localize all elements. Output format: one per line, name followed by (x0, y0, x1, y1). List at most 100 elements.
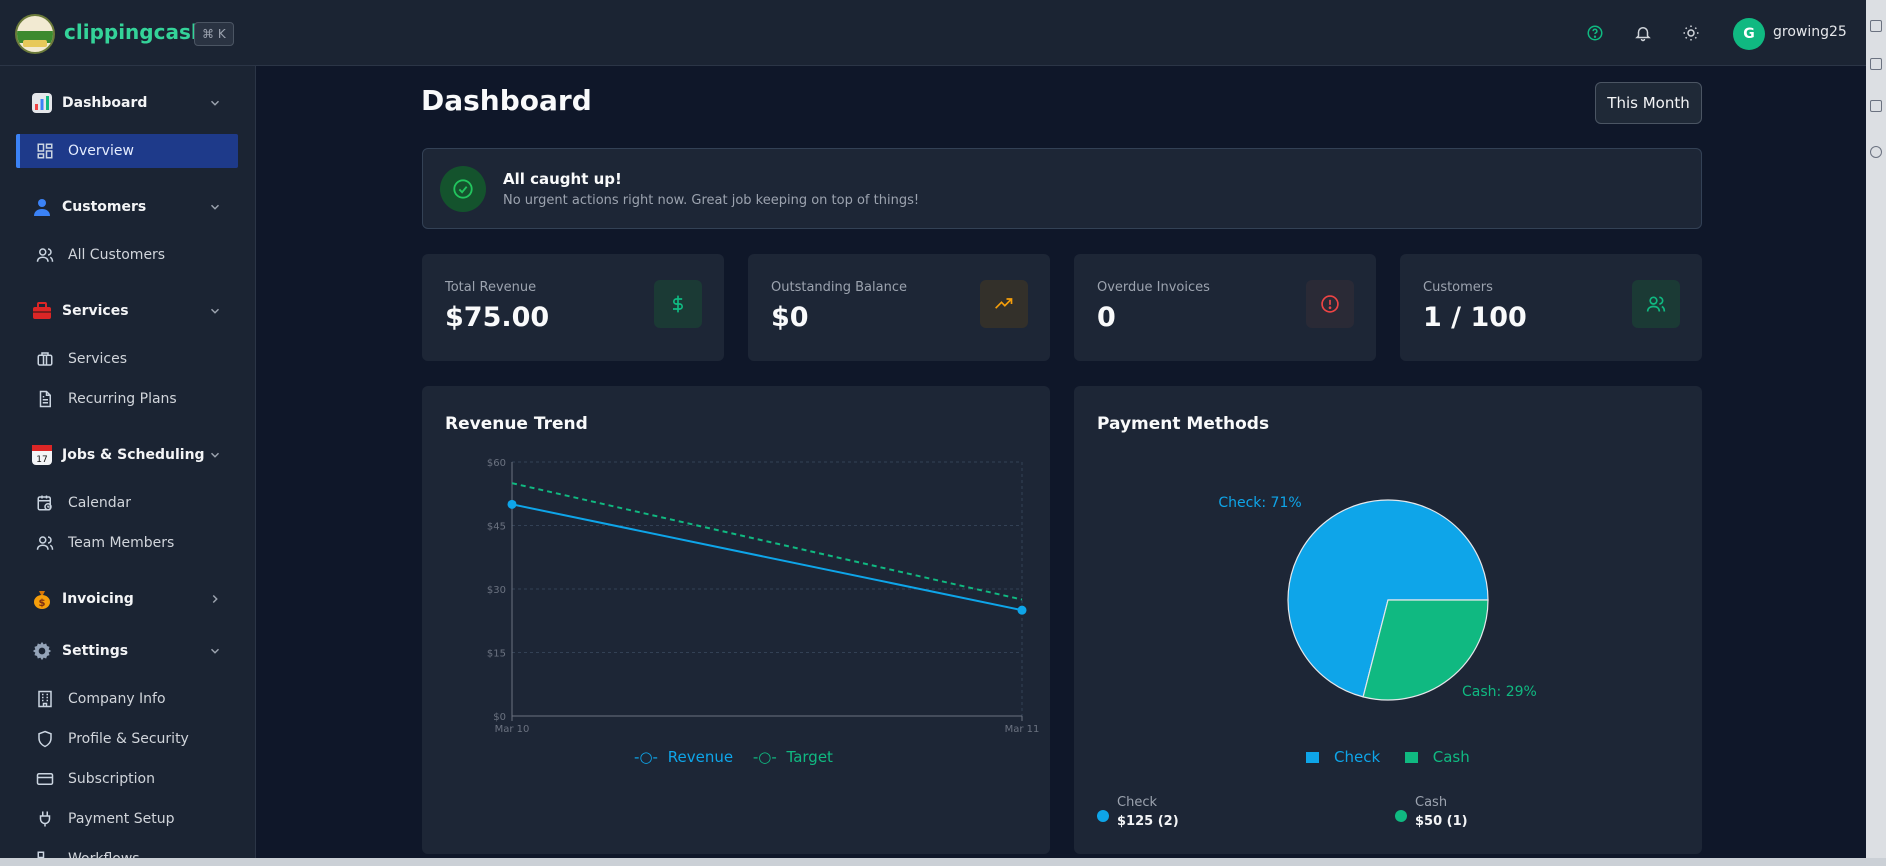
stat-label: Total Revenue (445, 280, 537, 295)
legend-item-target[interactable]: -○- Target (752, 748, 833, 766)
pie-label-cash: Cash: 29% (1462, 684, 1537, 700)
sidebar-item-label: All Customers (68, 247, 166, 263)
sidebar-item-all-customers[interactable]: All Customers (16, 238, 238, 272)
layout-grid-icon (37, 143, 53, 159)
plug-icon (39, 811, 51, 827)
pie-label-check: Check: 71% (1218, 495, 1301, 511)
bar-chart-emoji-icon (32, 93, 52, 113)
sidebar-item-label: Payment Setup (68, 811, 175, 827)
stat-card-outstanding-balance[interactable]: Outstanding Balance $0 (748, 254, 1050, 361)
file-text-icon (39, 390, 51, 408)
avatar[interactable]: G (1733, 18, 1765, 50)
sidebar-item-company-info[interactable]: Company Info (16, 682, 238, 716)
series-line-revenue (511, 503, 1023, 612)
stat-value: $0 (771, 302, 809, 333)
panel-icon[interactable] (1870, 20, 1882, 32)
sidebar-item-services[interactable]: Services (16, 342, 238, 376)
sidebar-section-label: Services (62, 303, 129, 319)
stat-label: Overdue Invoices (1097, 280, 1210, 295)
sidebar-item-overview[interactable]: Overview (16, 134, 238, 168)
sidebar-section-dashboard[interactable]: Dashboard (32, 92, 232, 116)
sidebar-item-label: Team Members (68, 535, 175, 551)
panel-icon[interactable] (1870, 58, 1882, 70)
panel-icon[interactable] (1870, 100, 1882, 112)
stat-card-overdue-invoices[interactable]: Overdue Invoices 0 (1074, 254, 1376, 361)
svg-text:$: $ (39, 598, 46, 609)
browser-edge-panel (1866, 0, 1886, 866)
sidebar-section-invoicing[interactable]: $ Invoicing (32, 588, 232, 612)
sidebar: Dashboard Overview Customers All Custome… (0, 66, 256, 866)
command-palette-shortcut[interactable]: ⌘ K (194, 22, 234, 46)
bell-icon[interactable] (1634, 24, 1652, 42)
sidebar-section-customers[interactable]: Customers (32, 196, 232, 220)
stat-card-total-revenue[interactable]: Total Revenue $75.00 (422, 254, 724, 361)
payment-pie-chart: Check: 71% Cash: 29% (1218, 495, 1537, 701)
series-line-target (511, 482, 1023, 601)
chart-legend: -○- Revenue -○- Target (422, 748, 1050, 766)
alert-circle-icon (1321, 295, 1339, 313)
calendar-emoji-icon: 17 (32, 445, 52, 465)
sun-icon[interactable] (1682, 24, 1700, 42)
legend-item-cash[interactable]: Cash (1400, 748, 1475, 766)
y-tick-label: $60 (487, 458, 506, 469)
money-bag-emoji-icon: $ (32, 589, 52, 609)
stat-value: 1 / 100 (1423, 302, 1527, 333)
brand-name[interactable]: clippingcash (64, 20, 206, 44)
brand-logo[interactable] (15, 14, 55, 54)
users-icon (1646, 296, 1666, 312)
stat-icon-badge (980, 280, 1028, 328)
shield-icon (38, 730, 52, 748)
pie-slice-check (1287, 499, 1489, 698)
person-emoji-icon (32, 197, 52, 217)
y-tick-label: $0 (493, 712, 506, 723)
sidebar-section-label: Settings (62, 643, 129, 659)
top-bar: clippingcash ⌘ K G growing25 (0, 0, 1886, 66)
sidebar-section-label: Invoicing (62, 591, 134, 607)
legend-item-revenue[interactable]: -○- Revenue (634, 748, 734, 766)
panel-title: Revenue Trend (445, 414, 588, 434)
credit-card-icon (36, 773, 54, 785)
taskbar-strip (0, 858, 1886, 866)
sidebar-item-calendar[interactable]: Calendar (16, 486, 238, 520)
svg-text:17: 17 (36, 455, 47, 465)
calendar-clock-icon (37, 495, 52, 511)
stat-icon-badge (1632, 280, 1680, 328)
panel-icon[interactable] (1870, 146, 1882, 158)
sidebar-item-label: Overview (68, 143, 134, 159)
period-select-button[interactable]: This Month (1595, 82, 1702, 124)
x-tick-label: Mar 11 (1005, 724, 1040, 735)
dollar-icon (673, 295, 683, 313)
payment-method-name: Check (1117, 795, 1157, 810)
color-dot (1395, 810, 1407, 822)
stat-card-customers[interactable]: Customers 1 / 100 (1400, 254, 1702, 361)
payment-method-name: Cash (1415, 795, 1448, 810)
gear-emoji-icon (32, 641, 52, 661)
users-icon (36, 248, 54, 262)
data-point (507, 499, 517, 509)
sidebar-section-services[interactable]: Services (32, 300, 232, 324)
y-tick-label: $30 (487, 585, 506, 596)
stat-icon-badge (1306, 280, 1354, 328)
sidebar-item-team-members[interactable]: Team Members (16, 526, 238, 560)
help-circle-icon[interactable] (1586, 24, 1604, 42)
sidebar-item-label: Profile & Security (68, 731, 189, 747)
y-tick-label: $45 (487, 522, 506, 533)
legend-item-check[interactable]: Check (1301, 748, 1385, 766)
username[interactable]: growing25 (1773, 24, 1847, 40)
stat-value: $75.00 (445, 302, 550, 333)
sidebar-item-payment-setup[interactable]: Payment Setup (16, 802, 238, 836)
sidebar-item-recurring-plans[interactable]: Recurring Plans (16, 382, 238, 416)
sidebar-section-label: Customers (62, 199, 147, 215)
payment-method-value: $50 (1) (1415, 814, 1468, 829)
sidebar-item-subscription[interactable]: Subscription (16, 762, 238, 796)
sidebar-item-label: Services (68, 351, 128, 367)
sidebar-section-jobs-scheduling[interactable]: 17 Jobs & Scheduling (32, 444, 232, 468)
briefcase-icon (37, 352, 53, 366)
chart-legend: Check Cash (1074, 748, 1702, 766)
trending-up-icon (995, 298, 1013, 309)
sidebar-item-label: Recurring Plans (68, 391, 177, 407)
sidebar-item-profile-security[interactable]: Profile & Security (16, 722, 238, 756)
color-dot (1097, 810, 1109, 822)
revenue-line-chart: $0 $15 $30 $45 $60 Mar 10 Mar 11 (487, 458, 1040, 735)
sidebar-section-settings[interactable]: Settings (32, 640, 232, 664)
